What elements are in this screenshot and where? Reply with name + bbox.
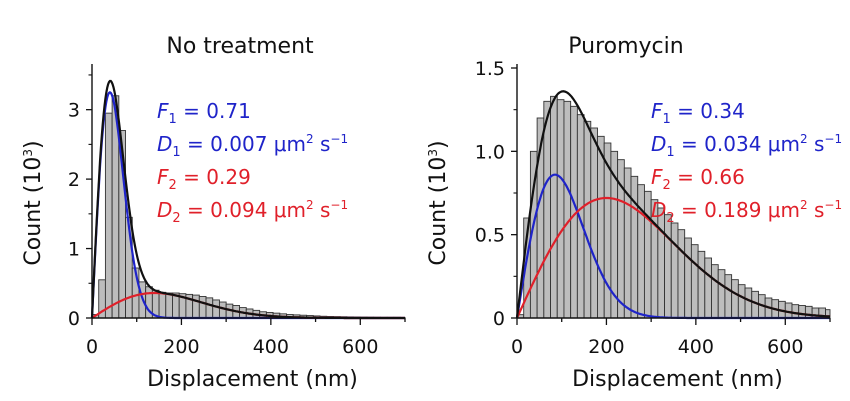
x-tick-label: 0 (86, 336, 98, 358)
fit-parameter-label: D1 = 0.007 μm2 s−1 (157, 132, 348, 160)
y-tick-label: 0 (68, 308, 80, 330)
histogram-bar (670, 222, 679, 319)
histogram-bar (677, 229, 686, 319)
y-tick-label: 3 (68, 100, 80, 122)
x-tick-label: 200 (163, 336, 199, 358)
histogram-bars (91, 95, 406, 319)
histogram-bar (597, 135, 605, 319)
y-tick-label: 0 (493, 308, 505, 330)
y-axis-label: Count (103) (426, 140, 451, 265)
histogram-bar (550, 95, 558, 319)
x-tick-label: 0 (511, 336, 523, 358)
fit-parameter-label: F2 = 0.29 (157, 165, 251, 193)
histogram-bar (556, 99, 565, 319)
fit-parameter-label: F1 = 0.34 (651, 99, 745, 127)
histogram-bar (657, 207, 666, 319)
x-tick-label: 400 (253, 336, 289, 358)
histogram-bar (791, 304, 800, 319)
chart-title: No treatment (166, 34, 314, 59)
histogram-bar (630, 175, 639, 319)
chart-title: Puromycin (568, 34, 683, 59)
histogram-bar (218, 301, 227, 319)
histogram-bar (704, 257, 712, 319)
x-tick-label: 600 (342, 336, 378, 358)
y-tick-label: 1 (68, 239, 80, 261)
histogram-bar (731, 279, 739, 319)
fit-parameter-label: F1 = 0.71 (157, 99, 251, 127)
histogram-bar (744, 287, 753, 319)
x-tick-label: 400 (678, 336, 714, 358)
histogram-bar (690, 244, 699, 319)
histogram-bar (590, 127, 598, 319)
y-tick-label: 2 (68, 169, 80, 191)
fit-parameter-label: F2 = 0.66 (651, 165, 745, 193)
x-axis-label: Displacement (nm) (572, 367, 783, 392)
histogram-bar (165, 292, 173, 319)
histogram-bar (212, 299, 220, 319)
histogram-bar (717, 269, 726, 319)
y-tick-label: 0.5 (475, 225, 505, 247)
histogram-bar (637, 184, 645, 319)
histogram-bar (697, 250, 706, 319)
histogram-bar (192, 294, 200, 319)
histogram-bar (684, 237, 692, 319)
fit-parameter-label: D2 = 0.094 μm2 s−1 (157, 198, 348, 226)
fit-parameter-label: D1 = 0.034 μm2 s−1 (651, 132, 842, 160)
panel-puromycin: Puromycin 0 0.5 1.0 1.5 0 200 400 600 Displacemen… (426, 34, 842, 392)
fit-parameter-label: D2 = 0.189 μm2 s−1 (651, 198, 842, 226)
y-tick-label: 1.5 (475, 58, 505, 80)
histogram-bar (543, 100, 551, 319)
histogram-bar (724, 274, 733, 319)
histogram-bar (583, 120, 592, 319)
x-axis-label: Displacement (nm) (147, 367, 358, 392)
x-tick-label: 600 (767, 336, 803, 358)
histogram-bar (158, 291, 167, 319)
histogram-bar (804, 305, 813, 319)
x-tick-label: 200 (588, 336, 624, 358)
histogram-bar (737, 284, 746, 319)
fit-curve-total (515, 90, 831, 319)
histogram-bar (664, 214, 672, 319)
histogram-bar (563, 100, 572, 319)
histogram-bar (198, 296, 207, 319)
histogram-bar (205, 297, 214, 319)
panel-no-treatment: No treatment 0 1 2 3 0 200 400 600 Displacement (… (21, 34, 406, 392)
histogram-bar (711, 264, 719, 319)
y-tick-label: 1.0 (475, 141, 505, 163)
histogram-bar (798, 305, 806, 319)
histogram-bar (104, 112, 113, 319)
y-axis-label: Count (103) (21, 140, 46, 265)
